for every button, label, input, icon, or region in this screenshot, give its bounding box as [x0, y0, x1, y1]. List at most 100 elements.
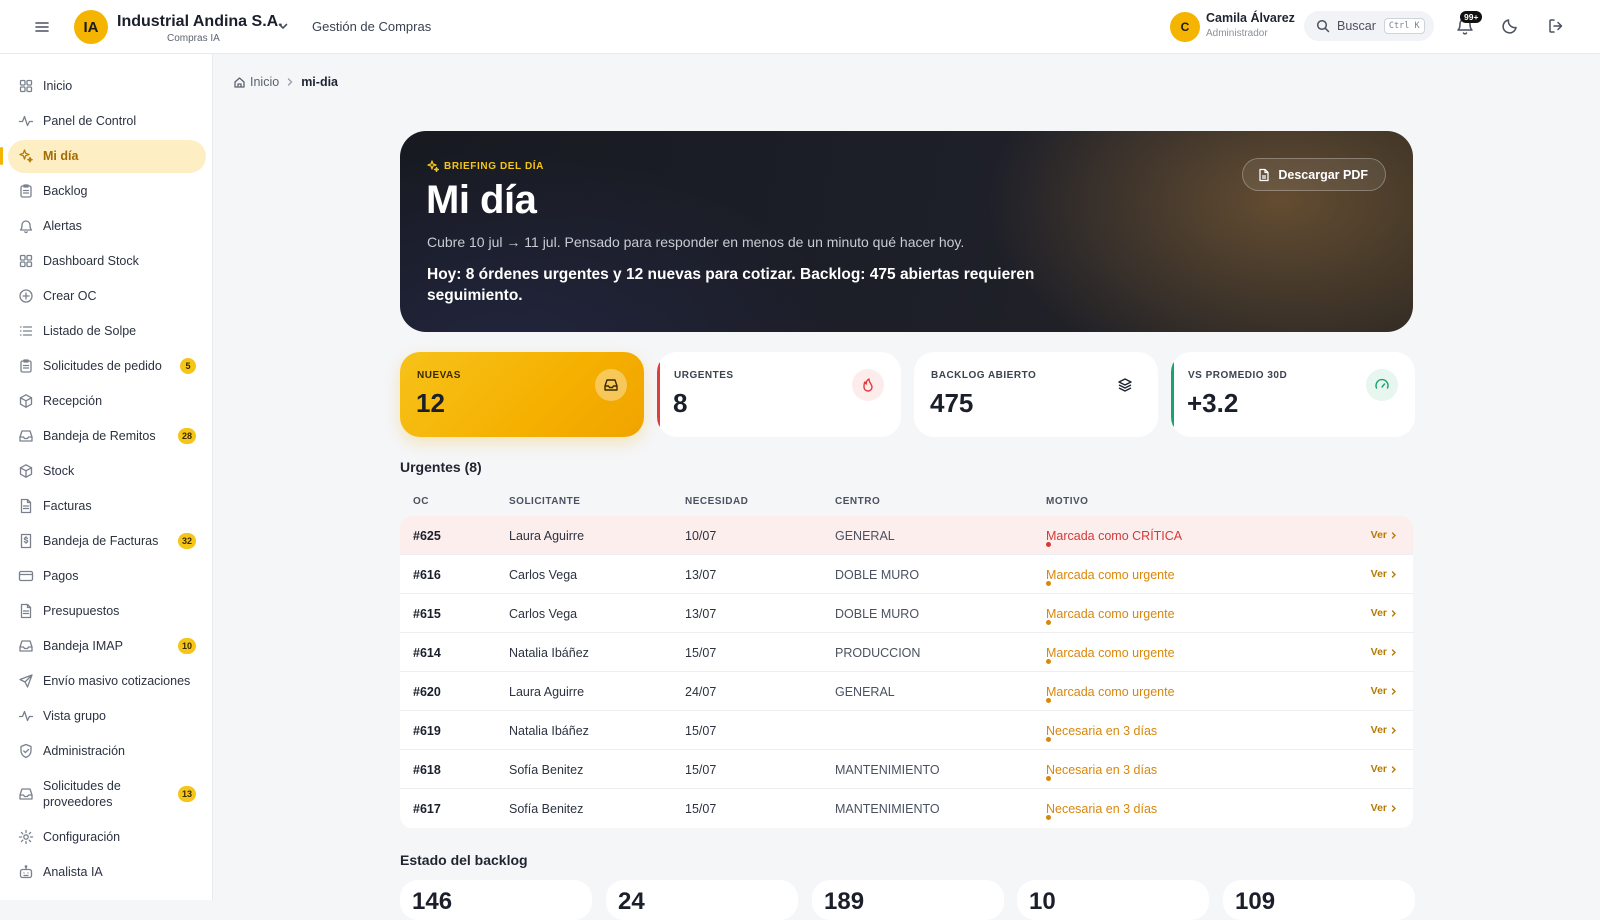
sparkles-icon — [427, 160, 444, 172]
motivo-cell: Marcada como urgente — [1046, 685, 1175, 703]
chevron-right-icon — [1387, 531, 1398, 540]
menu-icon[interactable] — [32, 17, 52, 37]
search-button[interactable]: Buscar Ctrl K — [1304, 11, 1434, 41]
sidebar-item-label: Recepción — [43, 394, 103, 408]
sidebar-item-label: Facturas — [43, 499, 92, 513]
backlog-value: 10 — [1029, 888, 1056, 915]
brand-subtitle: Compras IA — [167, 33, 220, 44]
chevron-down-icon[interactable] — [276, 19, 290, 33]
backlog-card[interactable]: 109 — [1223, 880, 1415, 920]
table-row[interactable]: #619 Natalia Ibáñez 15/07 Necesaria en 3 dí… — [400, 711, 1413, 750]
ver-link[interactable]: Ver — [1371, 529, 1398, 541]
sidebar-item-configuracion[interactable]: Configuración — [8, 821, 206, 854]
ver-link[interactable]: Ver — [1371, 646, 1398, 658]
file-icon — [18, 498, 34, 514]
robot-icon — [18, 864, 34, 880]
stat-card-backlog[interactable]: BACKLOG ABIERTO 475 — [914, 352, 1158, 437]
sidebar-item-label: Envío masivo cotizaciones — [43, 674, 191, 688]
moon-icon[interactable] — [1500, 16, 1520, 36]
backlog-title: Estado del backlog — [400, 852, 528, 868]
chevron-right-icon — [1387, 570, 1398, 579]
credit-card-icon — [18, 568, 34, 584]
ver-link[interactable]: Ver — [1371, 724, 1398, 736]
sidebar-item-pagos[interactable]: Pagos — [8, 560, 206, 593]
solicitante-cell: Natalia Ibáñez — [509, 646, 589, 660]
ver-link[interactable]: Ver — [1371, 607, 1398, 619]
sidebar-item-crear-oc[interactable]: Crear OC — [8, 280, 206, 313]
sidebar-item-bandeja-de-remitos[interactable]: Bandeja de Remitos 28 — [8, 420, 206, 453]
backlog-value: 109 — [1235, 888, 1276, 915]
column-header: CENTRO — [835, 496, 881, 507]
table-row[interactable]: #617 Sofía Benitez 15/07 MANTENIMIENTO Neces… — [400, 789, 1413, 828]
sidebar-item-alertas[interactable]: Alertas — [8, 210, 206, 243]
centro-cell: DOBLE MURO — [835, 568, 920, 582]
motivo-text: Marcada como CRÍTICA — [1046, 529, 1183, 543]
table-row[interactable]: #618 Sofía Benitez 15/07 MANTENIMIENTO Neces… — [400, 750, 1413, 789]
ver-link[interactable]: Ver — [1371, 568, 1398, 580]
urgentes-table: OC SOLICITANTE NECESIDAD CENTRO MOTIVO #… — [400, 489, 1413, 828]
solicitante-cell: Carlos Vega — [509, 607, 578, 621]
avatar[interactable]: C — [1170, 12, 1200, 42]
sidebar-item-listado-de-solpe[interactable]: Listado de Solpe — [8, 315, 206, 348]
backlog-card[interactable]: 189 — [812, 880, 1004, 920]
sidebar-item-inicio[interactable]: Inicio — [8, 70, 206, 103]
clipboard-icon — [18, 358, 34, 374]
table-row[interactable]: #615 Carlos Vega 13/07 DOBLE MURO Marcada co… — [400, 594, 1413, 633]
sidebar-item-bandeja-imap[interactable]: Bandeja IMAP 10 — [8, 630, 206, 663]
stat-card-nuevas[interactable]: NUEVAS 12 — [400, 352, 644, 437]
sidebar-item-dashboard-stock[interactable]: Dashboard Stock — [8, 245, 206, 278]
sidebar-item-analista-ia[interactable]: Analista IA — [8, 856, 206, 889]
sidebar-item-bandeja-de-facturas[interactable]: Bandeja de Facturas 32 — [8, 525, 206, 558]
brand-logo: IA — [74, 10, 108, 44]
sidebar-item-backlog[interactable]: Backlog — [8, 175, 206, 208]
gauge-icon — [1366, 369, 1398, 401]
sidebar-item-recepcion[interactable]: Recepción — [8, 385, 206, 418]
motivo-text: Marcada como urgente — [1046, 685, 1175, 699]
status-dot — [1046, 698, 1051, 703]
sidebar-item-facturas[interactable]: Facturas — [8, 490, 206, 523]
table-row[interactable]: #614 Natalia Ibáñez 15/07 PRODUCCION Marcada… — [400, 633, 1413, 672]
ver-link[interactable]: Ver — [1371, 802, 1398, 814]
stat-card-urgentes[interactable]: URGENTES 8 — [657, 352, 901, 437]
breadcrumb-home[interactable]: Inicio — [250, 75, 280, 89]
backlog-card[interactable]: 10 — [1017, 880, 1209, 920]
motivo-text: Necesaria en 3 días — [1046, 724, 1158, 738]
motivo-cell: Necesaria en 3 días — [1046, 724, 1158, 742]
sidebar-item-presupuestos[interactable]: Presupuestos — [8, 595, 206, 628]
sidebar-item-solicitudes-de-pedido[interactable]: Solicitudes de pedido 5 — [8, 350, 206, 383]
backlog-card[interactable]: 24 — [606, 880, 798, 920]
stat-card-promedio[interactable]: VS PROMEDIO 30D +3.2 — [1171, 352, 1415, 437]
necesidad-cell: 13/07 — [685, 607, 717, 621]
motivo-cell: Marcada como urgente — [1046, 607, 1175, 625]
package-icon — [18, 463, 34, 479]
sidebar-item-envio-masivo-cotizaciones[interactable]: Envío masivo cotizaciones — [8, 665, 206, 698]
table-row[interactable]: #620 Laura Aguirre 24/07 GENERAL Marcada com… — [400, 672, 1413, 711]
sidebar: Inicio Panel de Control Mi día Backlog Alert… — [0, 54, 213, 900]
motivo-cell: Marcada como urgente — [1046, 568, 1175, 586]
sidebar-item-mi-dia[interactable]: Mi día — [0, 139, 206, 173]
backlog-value: 146 — [412, 888, 453, 915]
sidebar-item-vista-grupo[interactable]: Vista grupo — [8, 700, 206, 733]
sidebar-item-stock[interactable]: Stock — [8, 455, 206, 488]
table-row[interactable]: #625 Laura Aguirre 10/07 GENERAL Marcada com… — [400, 516, 1413, 555]
ver-label: Ver — [1370, 685, 1387, 697]
ver-label: Ver — [1370, 724, 1387, 736]
download-pdf-button[interactable]: Descargar PDF — [1242, 158, 1386, 191]
logout-icon[interactable] — [1546, 16, 1566, 36]
sidebar-item-administracion[interactable]: Administración — [8, 735, 206, 768]
table-row[interactable]: #616 Carlos Vega 13/07 DOBLE MURO Marcada co… — [400, 555, 1413, 594]
status-dot — [1046, 542, 1051, 547]
centro-cell: GENERAL — [835, 685, 895, 699]
backlog-card[interactable]: 146 — [400, 880, 592, 920]
sidebar-item-panel-de-control[interactable]: Panel de Control — [8, 105, 206, 138]
necesidad-cell: 13/07 — [685, 568, 717, 582]
motivo-cell: Marcada como CRÍTICA — [1046, 529, 1183, 547]
column-header: OC — [413, 496, 429, 507]
sidebar-item-solicitudes-de-proveedores[interactable]: Solicitudes de proveedores 13 — [8, 774, 206, 814]
ver-link[interactable]: Ver — [1371, 685, 1398, 697]
motivo-cell: Necesaria en 3 días — [1046, 763, 1157, 781]
sidebar-item-label: Solicitudes de proveedores — [43, 779, 121, 809]
brand-name[interactable]: Industrial Andina S.A. — [117, 13, 283, 30]
ver-link[interactable]: Ver — [1371, 763, 1398, 775]
search-label: Buscar — [1337, 19, 1376, 33]
